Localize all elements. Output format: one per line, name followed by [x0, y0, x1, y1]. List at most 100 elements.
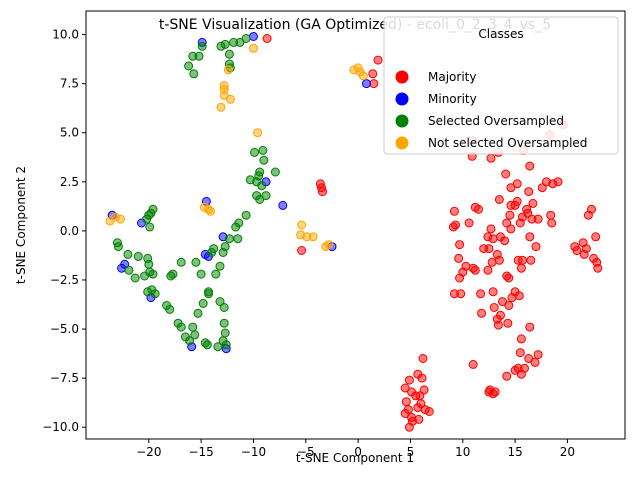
- data-point: [188, 322, 198, 332]
- y-tick-label: 0.0: [60, 224, 79, 238]
- data-point: [255, 195, 265, 204]
- data-point: [220, 328, 230, 338]
- data-point: [189, 69, 199, 79]
- data-point: [504, 273, 514, 283]
- plot-frame: [85, 10, 626, 440]
- data-point: [512, 196, 522, 206]
- data-point: [206, 206, 215, 216]
- data-point: [362, 79, 371, 89]
- data-point: [483, 265, 493, 275]
- x-tick-label: 5: [407, 445, 415, 459]
- data-point: [488, 234, 498, 244]
- data-point: [249, 32, 258, 41]
- x-tick-label: −5: [297, 445, 315, 459]
- data-point: [500, 236, 510, 246]
- data-point: [418, 354, 428, 363]
- data-point: [190, 330, 200, 340]
- data-point: [572, 246, 582, 255]
- data-point: [202, 340, 212, 350]
- data-point: [253, 128, 263, 138]
- data-point: [533, 350, 543, 360]
- data-point: [528, 198, 538, 208]
- data-point: [493, 320, 503, 330]
- legend-label: Minority: [428, 92, 477, 106]
- y-tick-label: 10.0: [52, 28, 79, 42]
- data-point: [517, 255, 527, 265]
- data-point: [506, 200, 516, 210]
- data-point: [470, 265, 480, 275]
- data-point: [504, 301, 514, 310]
- data-point: [123, 249, 133, 259]
- data-point: [488, 287, 498, 297]
- data-point: [503, 318, 513, 328]
- data-point: [241, 210, 251, 220]
- data-point: [358, 71, 368, 81]
- data-point: [258, 145, 268, 155]
- data-point: [489, 303, 499, 312]
- data-point: [196, 269, 206, 279]
- data-point: [494, 195, 504, 204]
- data-point: [224, 234, 234, 244]
- data-point: [117, 263, 127, 273]
- data-point: [487, 257, 497, 267]
- data-point: [506, 183, 516, 193]
- data-point: [424, 407, 434, 416]
- data-point: [297, 220, 307, 230]
- data-point: [494, 255, 504, 265]
- y-tick-label: 2.5: [60, 175, 79, 189]
- legend-label: Not selected Oversampled: [428, 136, 587, 150]
- data-point: [498, 297, 507, 307]
- data-point: [368, 69, 378, 79]
- data-point: [476, 289, 486, 299]
- legend-marker: [395, 114, 409, 128]
- data-point: [514, 291, 524, 301]
- data-point: [461, 261, 471, 271]
- data-point: [533, 214, 543, 224]
- legend-box: [383, 16, 619, 155]
- data-point: [211, 269, 221, 279]
- y-tick-label: −5.0: [50, 322, 79, 336]
- data-point: [198, 299, 208, 308]
- y-tick-label: −10.0: [42, 420, 79, 434]
- data-point: [270, 167, 280, 177]
- data-point: [278, 200, 288, 210]
- data-point: [490, 387, 500, 397]
- data-point: [502, 371, 512, 381]
- data-point: [259, 155, 269, 165]
- data-point: [233, 234, 243, 244]
- data-point: [166, 271, 176, 281]
- data-point: [124, 265, 134, 275]
- data-point: [486, 224, 496, 234]
- data-point: [530, 357, 540, 367]
- data-point: [241, 34, 251, 43]
- y-axis-label: t-SNE Component 2: [14, 166, 28, 284]
- data-point: [191, 257, 201, 267]
- data-point: [400, 383, 410, 393]
- data-point: [505, 210, 515, 220]
- data-point: [112, 238, 122, 248]
- data-point: [419, 385, 429, 395]
- data-point: [583, 210, 593, 220]
- data-point: [456, 289, 466, 299]
- data-point: [215, 261, 225, 271]
- data-point: [184, 61, 194, 71]
- data-point: [525, 322, 535, 332]
- x-axis-label: t-SNE Component 1: [296, 451, 414, 465]
- x-tick-label: −20: [136, 445, 161, 459]
- data-point: [213, 342, 223, 352]
- data-point: [525, 232, 535, 242]
- data-point: [525, 161, 535, 171]
- legend-label: Selected Oversampled: [428, 114, 564, 128]
- x-tick-label: −15: [188, 445, 213, 459]
- data-point: [449, 206, 459, 216]
- data-point: [193, 308, 203, 318]
- data-point: [148, 204, 158, 214]
- data-point: [145, 222, 155, 232]
- data-point: [373, 55, 383, 65]
- data-point: [225, 94, 235, 104]
- data-point: [451, 220, 460, 230]
- data-point: [257, 181, 267, 191]
- data-point: [506, 224, 516, 234]
- data-point: [130, 273, 140, 283]
